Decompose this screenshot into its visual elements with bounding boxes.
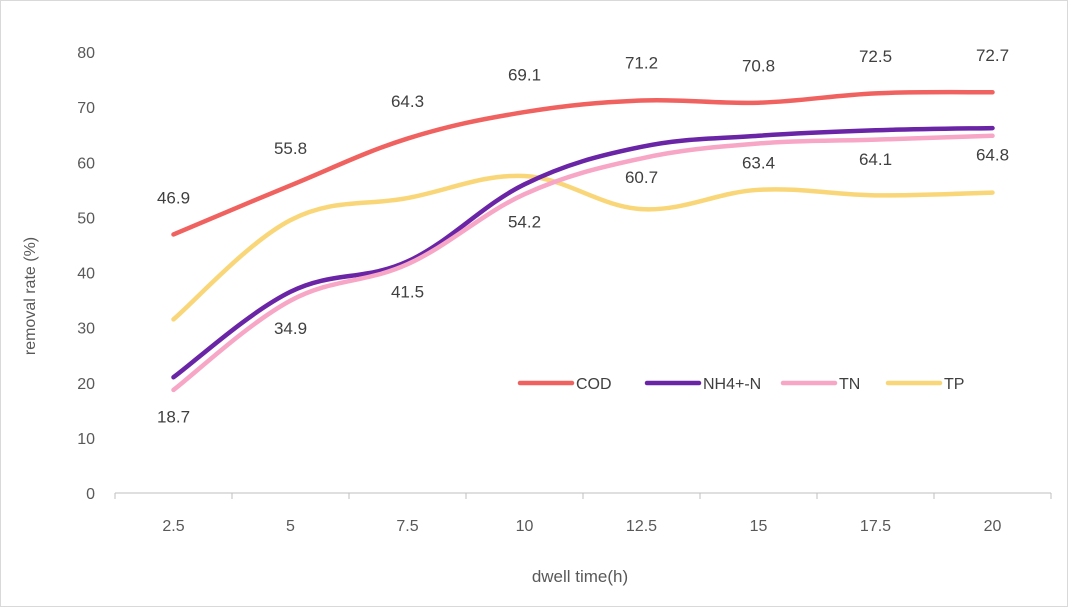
data-label: 46.9	[157, 189, 190, 208]
x-tick-label: 15	[750, 518, 768, 535]
data-label: 64.3	[391, 92, 424, 111]
x-tick-label: 20	[984, 518, 1002, 535]
data-label: 63.4	[742, 153, 775, 172]
x-tick-label: 2.5	[162, 518, 184, 535]
y-tick-label: 0	[86, 486, 95, 503]
data-label: 64.8	[976, 146, 1009, 165]
series-line-nh4-n	[171, 125, 995, 380]
data-label: 64.1	[859, 150, 892, 169]
y-tick-label: 10	[77, 431, 95, 448]
data-label: 72.7	[976, 46, 1009, 65]
y-tick-label: 40	[77, 266, 95, 283]
legend-label: NH4+-N	[703, 376, 761, 393]
data-label: 70.8	[742, 56, 775, 75]
data-label: 71.2	[625, 54, 658, 73]
x-tick-label: 10	[516, 518, 534, 535]
data-label: 34.9	[274, 319, 307, 338]
data-label: 55.8	[274, 139, 307, 158]
y-tick-label: 80	[77, 45, 95, 62]
data-label: 18.7	[157, 407, 190, 426]
x-tick-label: 17.5	[860, 518, 891, 535]
data-label: 60.7	[625, 168, 658, 187]
y-tick-label: 50	[77, 210, 95, 227]
y-axis-title: removal rate (%)	[22, 237, 39, 355]
x-tick-label: 7.5	[396, 518, 418, 535]
data-label: 69.1	[508, 66, 541, 85]
legend-label: COD	[576, 376, 612, 393]
y-tick-label: 70	[77, 100, 95, 117]
data-label: 72.5	[859, 47, 892, 66]
series-line-tn	[171, 133, 995, 393]
y-tick-label: 60	[77, 155, 95, 172]
y-tick-label: 20	[77, 376, 95, 393]
x-tick-label: 12.5	[626, 518, 657, 535]
x-axis-title: dwell time(h)	[532, 567, 628, 586]
legend-label: TP	[944, 376, 964, 393]
series-line-tp	[171, 173, 995, 322]
legend-label: TN	[839, 376, 860, 393]
series-line-cod	[171, 89, 995, 237]
y-tick-label: 30	[77, 321, 95, 338]
x-tick-label: 5	[286, 518, 295, 535]
data-label: 54.2	[508, 212, 541, 231]
data-label: 41.5	[391, 282, 424, 301]
